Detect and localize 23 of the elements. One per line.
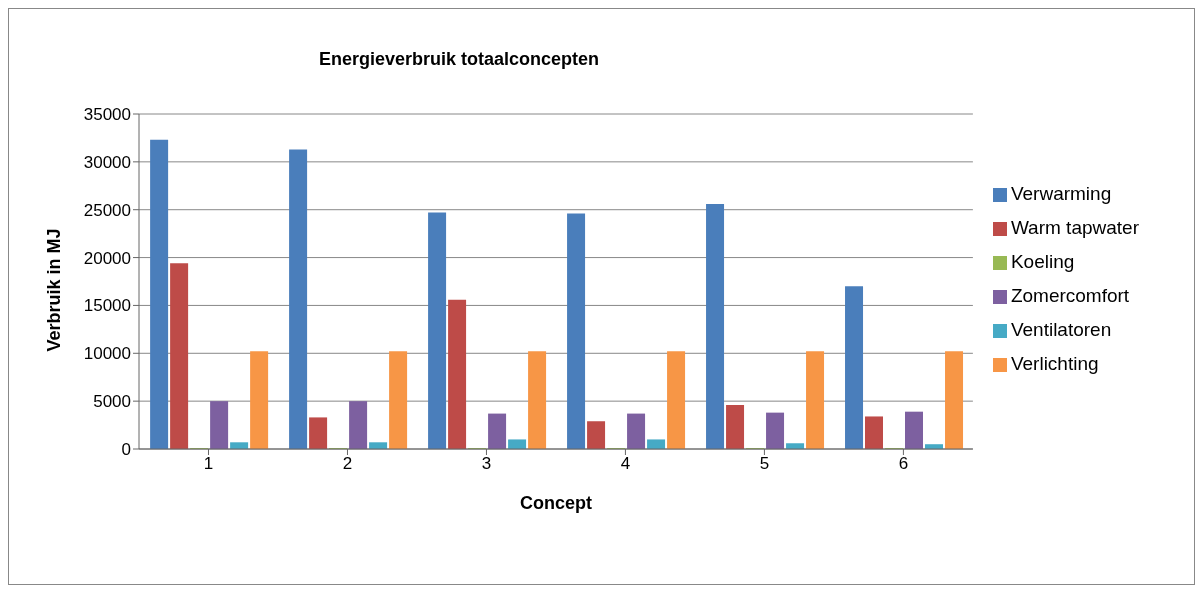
y-tick-label: 15000 — [83, 296, 131, 316]
legend-label: Ventilatoren — [1010, 319, 1112, 340]
y-tick-label: 25000 — [83, 200, 131, 220]
x-tick-label: 4 — [620, 454, 631, 474]
x-tick-label: 3 — [481, 454, 492, 474]
x-tick-label: 5 — [759, 454, 770, 474]
y-tick-label: 35000 — [83, 105, 131, 125]
legend-label: Verlichting — [1010, 353, 1099, 374]
y-tick-label: 20000 — [83, 248, 131, 268]
legend-label: Koeling — [1010, 251, 1075, 272]
x-tick-label: 6 — [898, 454, 909, 474]
y-axis-title: Verbruik in MJ — [44, 228, 65, 352]
legend-label: Zomercomfort — [1010, 285, 1130, 306]
y-tick-label: 5000 — [93, 392, 131, 412]
x-tick-label: 1 — [203, 454, 214, 474]
x-axis-title: Concept — [519, 493, 592, 513]
legend-label: Warm tapwater — [1010, 217, 1139, 238]
x-tick-label: 2 — [342, 454, 353, 474]
legend-label: Verwarming — [1010, 183, 1112, 204]
y-tick-label: 10000 — [83, 344, 131, 364]
chart-title: Energieverbruik totaalconcepten — [317, 49, 601, 70]
y-tick-label: 0 — [121, 440, 131, 460]
y-tick-label: 30000 — [83, 152, 131, 172]
